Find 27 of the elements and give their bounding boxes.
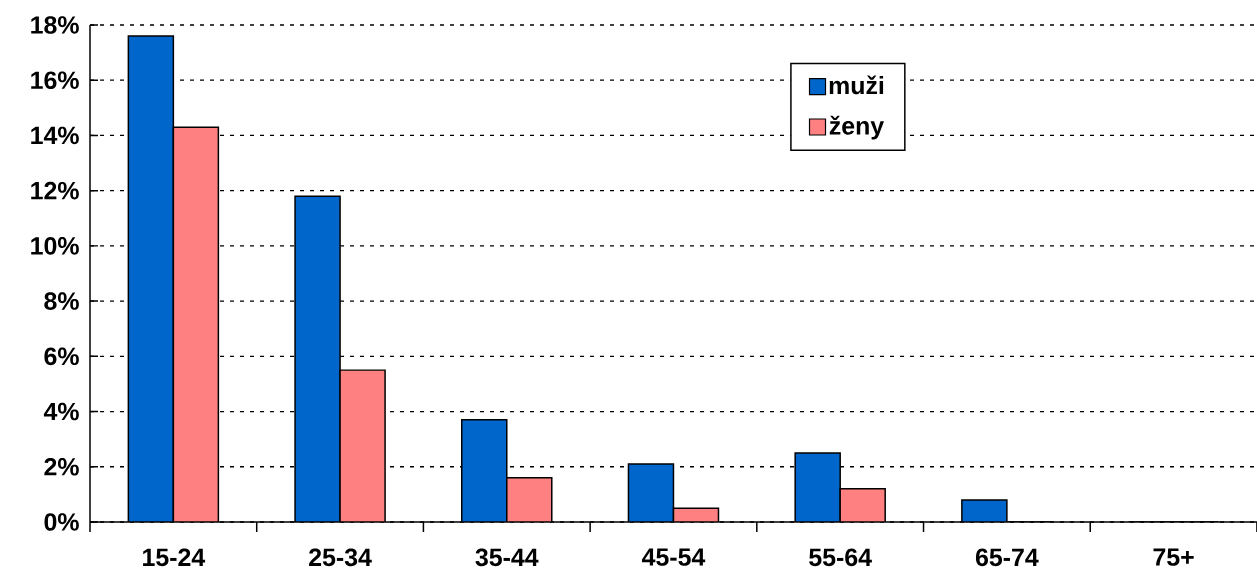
x-tick-label: 55-64 [809, 548, 872, 567]
y-tick-label: 8% [44, 292, 79, 310]
bar [173, 127, 219, 522]
bar [506, 477, 552, 522]
bar [461, 419, 507, 522]
x-tick-label: 45-54 [642, 548, 706, 566]
x-tick-label: 25-34 [309, 548, 372, 567]
bar [340, 370, 386, 522]
y-tick-label: 16% [31, 71, 79, 90]
legend-label: muži [829, 75, 884, 95]
x-tick-label: 35-44 [475, 548, 539, 567]
x-tick-label: 65-74 [975, 548, 1039, 567]
x-tick-label: 75+ [1153, 548, 1194, 566]
y-tick-label: 12% [31, 181, 79, 200]
bar [628, 464, 674, 522]
y-tick-label: 0% [44, 513, 79, 531]
bar [295, 196, 341, 522]
y-tick-label: 18% [31, 16, 79, 34]
x-tick-label: 15-24 [143, 548, 206, 567]
bar [795, 452, 841, 522]
y-tick-label: 10% [31, 237, 79, 255]
bar [128, 36, 174, 522]
y-tick-label: 6% [44, 347, 79, 366]
legend-label: ženy [829, 115, 885, 140]
y-tick-label: 14% [31, 126, 79, 145]
y-tick-label: 2% [44, 457, 79, 476]
y-tick-label: 4% [43, 402, 79, 421]
